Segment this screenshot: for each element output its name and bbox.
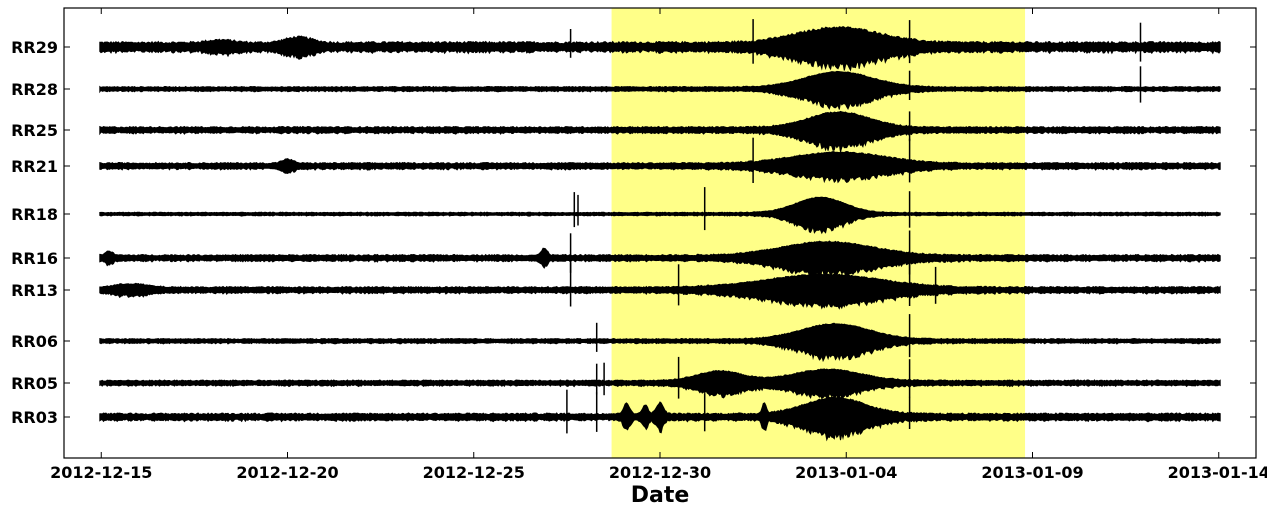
y-tick-label-rr13: RR13 [11,281,58,300]
x-tick-label-5: 2013-01-09 [981,463,1083,482]
trace-rr03 [99,396,1221,442]
x-tick-label-6: 2013-01-14 [1168,463,1267,482]
y-tick-label-rr03: RR03 [11,408,58,427]
trace-rr21 [99,150,1221,184]
x-tick-label-0: 2012-12-15 [50,463,152,482]
x-tick-label-3: 2012-12-30 [609,463,711,482]
y-tick-label-rr16: RR16 [11,249,58,268]
y-tick-label-rr06: RR06 [11,332,58,351]
y-tick-label-rr25: RR25 [11,121,58,140]
trace-rr06 [99,322,1221,363]
x-tick-label-2: 2012-12-25 [423,463,525,482]
trace-rr28 [99,70,1221,110]
trace-rr05 [99,368,1221,400]
trace-rr18 [99,196,1221,235]
trace-rr16 [99,240,1221,279]
y-tick-label-rr18: RR18 [11,205,58,224]
trace-rr29 [99,26,1221,72]
x-tick-label-1: 2012-12-20 [236,463,338,482]
y-tick-label-rr29: RR29 [11,38,58,57]
trace-rr25 [99,110,1221,153]
y-tick-label-rr21: RR21 [11,157,58,176]
x-axis-title: Date [631,483,690,508]
y-tick-label-rr28: RR28 [11,80,58,99]
trace-rr13 [99,273,1221,310]
x-tick-label-4: 2013-01-04 [795,463,897,482]
y-tick-label-rr05: RR05 [11,374,58,393]
